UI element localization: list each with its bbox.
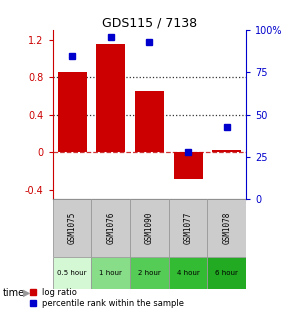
Bar bbox=[135, 91, 164, 152]
Bar bbox=[130, 257, 169, 289]
Bar bbox=[173, 152, 202, 178]
Bar bbox=[96, 44, 125, 152]
Text: time: time bbox=[3, 288, 25, 298]
Bar bbox=[91, 257, 130, 289]
Text: 6 hour: 6 hour bbox=[215, 270, 238, 276]
Text: ▶: ▶ bbox=[23, 288, 30, 298]
Bar bbox=[130, 199, 169, 257]
Bar bbox=[53, 199, 91, 257]
Text: GSM1077: GSM1077 bbox=[184, 212, 193, 244]
Bar bbox=[53, 257, 91, 289]
Bar bbox=[91, 199, 130, 257]
Bar bbox=[207, 199, 246, 257]
Text: 1 hour: 1 hour bbox=[99, 270, 122, 276]
Text: GSM1075: GSM1075 bbox=[68, 212, 76, 244]
Text: GSM1078: GSM1078 bbox=[222, 212, 231, 244]
Text: 2 hour: 2 hour bbox=[138, 270, 161, 276]
Title: GDS115 / 7138: GDS115 / 7138 bbox=[102, 16, 197, 29]
Bar bbox=[169, 199, 207, 257]
Bar bbox=[212, 151, 241, 152]
Text: 4 hour: 4 hour bbox=[177, 270, 200, 276]
Legend: log ratio, percentile rank within the sample: log ratio, percentile rank within the sa… bbox=[30, 288, 184, 308]
Bar bbox=[169, 257, 207, 289]
Text: GSM1076: GSM1076 bbox=[106, 212, 115, 244]
Text: GSM1090: GSM1090 bbox=[145, 212, 154, 244]
Text: 0.5 hour: 0.5 hour bbox=[57, 270, 87, 276]
Bar bbox=[57, 73, 86, 152]
Bar bbox=[207, 257, 246, 289]
